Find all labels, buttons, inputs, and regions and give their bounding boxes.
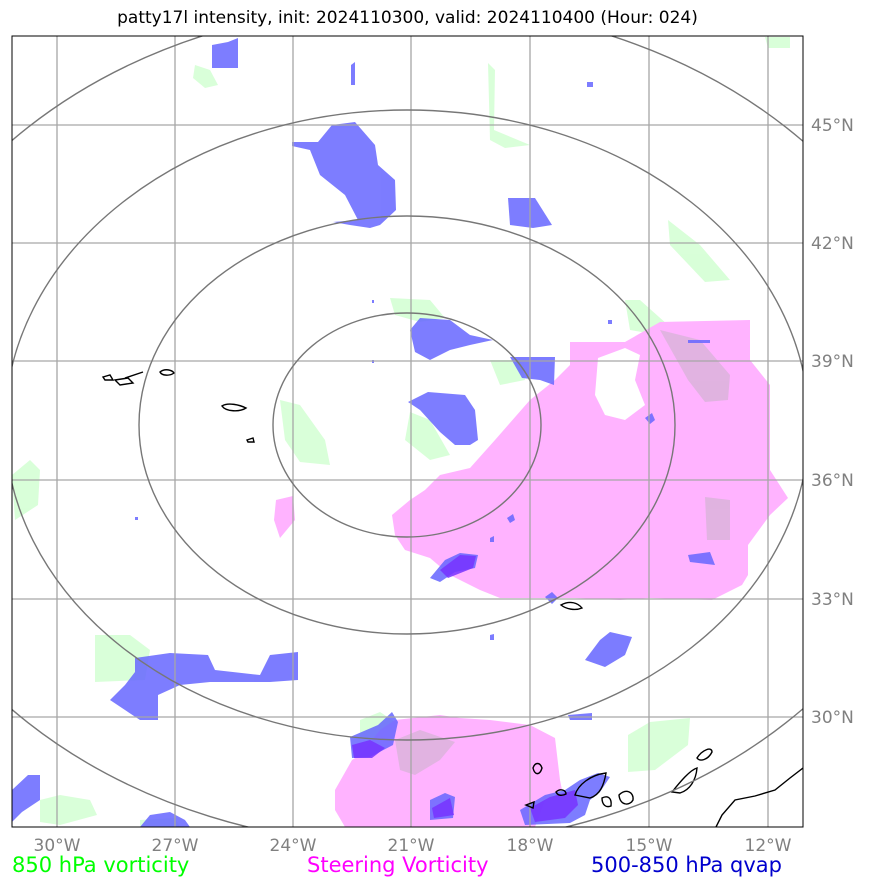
overlap-layer [395, 330, 730, 775]
lat-tick-labels: 45°N 42°N 39°N 36°N 33°N 30°N [811, 116, 854, 728]
lon-tick-label: 12°W [745, 836, 792, 856]
lon-tick-label: 21°W [388, 836, 435, 856]
lat-tick-label: 36°N [811, 471, 854, 491]
range-rings [12, 36, 803, 827]
lat-tick-label: 39°N [811, 352, 854, 372]
steering-qvap-overlap-layer [352, 555, 578, 822]
qvap-layer [12, 38, 715, 827]
lon-tick-labels: 30°W 27°W 24°W 21°W 18°W 15°W 12°W [34, 836, 792, 856]
lat-tick-label: 42°N [811, 234, 854, 254]
lon-tick-label: 18°W [507, 836, 554, 856]
lat-tick-label: 30°N [811, 708, 854, 728]
lat-tick-label: 33°N [811, 590, 854, 610]
lat-tick-label: 45°N [811, 116, 854, 136]
lon-tick-label: 30°W [34, 836, 81, 856]
map-frame [11, 35, 804, 828]
lon-tick-label: 15°W [626, 836, 673, 856]
lon-tick-label: 24°W [270, 836, 317, 856]
legend-850-vorticity: 850 hPa vorticity [12, 853, 190, 877]
map-title: patty17l intensity, init: 2024110300, va… [117, 8, 698, 28]
legend-qvap: 500-850 hPa qvap [591, 853, 782, 877]
legend-steering-vorticity: Steering Vorticity [307, 853, 489, 877]
coastlines [101, 369, 803, 827]
graticule [12, 36, 803, 827]
lon-tick-label: 27°W [152, 836, 199, 856]
